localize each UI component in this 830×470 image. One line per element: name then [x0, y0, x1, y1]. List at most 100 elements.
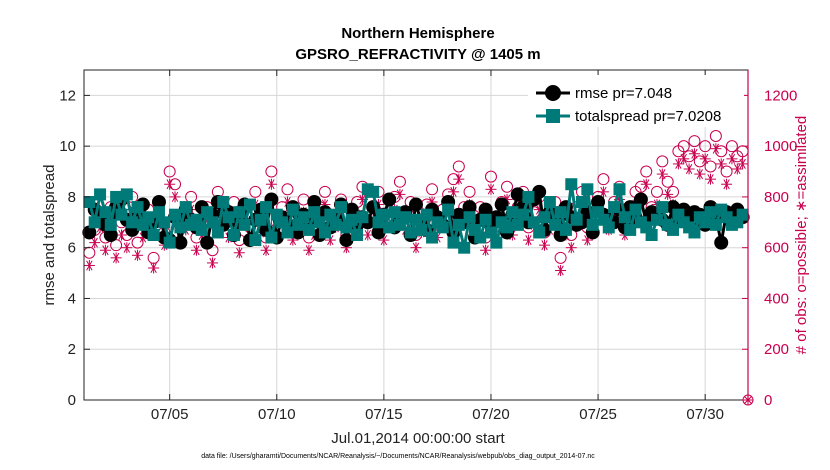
- y2-tick-label: 400: [764, 290, 789, 307]
- totalspread-point: [581, 183, 594, 196]
- rmse-point: [591, 195, 606, 209]
- rmse-spread-series: [82, 178, 750, 254]
- totalspread-point: [142, 211, 155, 224]
- totalspread-point: [565, 178, 578, 191]
- assimilated-obs-marker: [233, 247, 245, 259]
- totalspread-point: [624, 223, 637, 236]
- assimilated-obs-marker: [410, 242, 422, 254]
- totalspread-point: [201, 206, 214, 219]
- totalspread-point: [265, 231, 278, 244]
- assimilated-obs-marker: [678, 153, 690, 165]
- totalspread-point: [570, 213, 583, 226]
- x-tick-label: 07/15: [365, 406, 403, 423]
- totalspread-point: [458, 241, 471, 254]
- data-file-footnote: data file: /Users/gharamti/Documents/NCA…: [201, 453, 595, 460]
- assimilated-obs-marker: [164, 178, 176, 190]
- totalspread-point: [426, 231, 439, 244]
- assimilated-obs-marker: [656, 168, 668, 180]
- y2-tick-label: 200: [764, 341, 789, 358]
- totalspread-point: [420, 208, 433, 221]
- possible-obs-marker: [640, 165, 653, 178]
- totalspread-point: [126, 216, 139, 229]
- y2-tick-label: 600: [764, 240, 789, 257]
- legend-spread-marker: [546, 109, 560, 123]
- totalspread-point: [506, 206, 519, 219]
- possible-obs-marker: [265, 165, 278, 178]
- x-tick-label: 07/05: [151, 406, 189, 423]
- totalspread-point: [131, 201, 144, 214]
- x-axis-label: Jul.01,2014 00:00:00 start: [331, 430, 505, 447]
- rmse-point: [633, 192, 648, 207]
- rmse-point: [409, 197, 423, 212]
- totalspread-point: [335, 201, 348, 214]
- totalspread-point: [174, 221, 187, 234]
- totalspread-point: [356, 211, 369, 224]
- totalspread-point: [254, 213, 267, 226]
- legend-rmse-label: rmse pr=7.048: [575, 85, 672, 102]
- totalspread-point: [313, 216, 326, 229]
- assimilated-obs-marker: [683, 163, 695, 175]
- assimilated-obs-marker: [148, 262, 160, 274]
- totalspread-point: [736, 208, 749, 221]
- assimilated-obs-marker: [453, 173, 465, 185]
- y2-tick-label: 0: [764, 392, 772, 409]
- totalspread-point: [195, 223, 208, 236]
- assimilated-obs-marker: [485, 183, 497, 195]
- totalspread-point: [115, 208, 128, 221]
- totalspread-point: [329, 218, 342, 231]
- assimilated-obs-marker: [115, 229, 127, 241]
- totalspread-point: [650, 213, 663, 226]
- totalspread-point: [99, 206, 112, 219]
- totalspread-point: [367, 185, 380, 198]
- totalspread-point: [147, 229, 160, 241]
- totalspread-point: [415, 223, 428, 236]
- possible-obs-marker: [677, 140, 690, 153]
- possible-obs-marker: [110, 239, 123, 252]
- assimilated-obs-marker: [731, 163, 743, 175]
- assimilated-obs-marker: [265, 178, 277, 190]
- totalspread-point: [576, 196, 588, 208]
- totalspread-point: [88, 216, 101, 229]
- assimilated-obs-marker: [522, 234, 534, 246]
- totalspread-point: [297, 211, 310, 224]
- legend: rmse pr=7.048 totalspread pr=7.0208: [528, 75, 744, 127]
- assimilated-obs-marker: [710, 143, 722, 155]
- totalspread-point: [410, 213, 422, 226]
- assimilated-obs-marker: [132, 249, 144, 261]
- totalspread-point: [484, 226, 497, 239]
- y-tick-label: 6: [68, 240, 76, 257]
- assimilated-obs-marker: [597, 186, 609, 198]
- y2-tick-label: 1000: [764, 138, 797, 155]
- totalspread-point: [704, 206, 717, 219]
- possible-obs-marker: [709, 130, 722, 142]
- y-tick-label: 8: [68, 189, 76, 206]
- possible-obs-marker: [650, 185, 663, 198]
- assimilated-obs-marker: [99, 244, 111, 256]
- rmse-point: [462, 200, 477, 215]
- assimilated-obs-marker: [121, 242, 133, 254]
- totalspread-point: [383, 221, 396, 234]
- totalspread-point: [110, 190, 123, 203]
- assimilated-obs-marker: [169, 191, 181, 203]
- totalspread-point: [206, 216, 219, 229]
- totalspread-point: [318, 226, 331, 239]
- totalspread-point: [163, 236, 176, 249]
- totalspread-point: [538, 211, 551, 224]
- y2-tick-label: 1200: [764, 87, 797, 104]
- totalspread-point: [554, 206, 567, 219]
- totalspread-point: [645, 229, 658, 241]
- possible-obs-marker: [597, 173, 610, 186]
- y2-tick-label: 800: [764, 189, 789, 206]
- totalspread-point: [586, 218, 599, 231]
- totalspread-point: [249, 234, 262, 247]
- totalspread-point: [399, 211, 412, 224]
- totalspread-point: [302, 223, 315, 236]
- possible-obs-marker: [656, 155, 669, 168]
- possible-obs-marker: [704, 160, 717, 173]
- possible-obs-marker: [249, 185, 262, 198]
- possible-obs-marker: [699, 140, 712, 153]
- totalspread-point: [442, 203, 455, 216]
- rmse-point: [173, 235, 188, 250]
- totalspread-point: [436, 221, 449, 234]
